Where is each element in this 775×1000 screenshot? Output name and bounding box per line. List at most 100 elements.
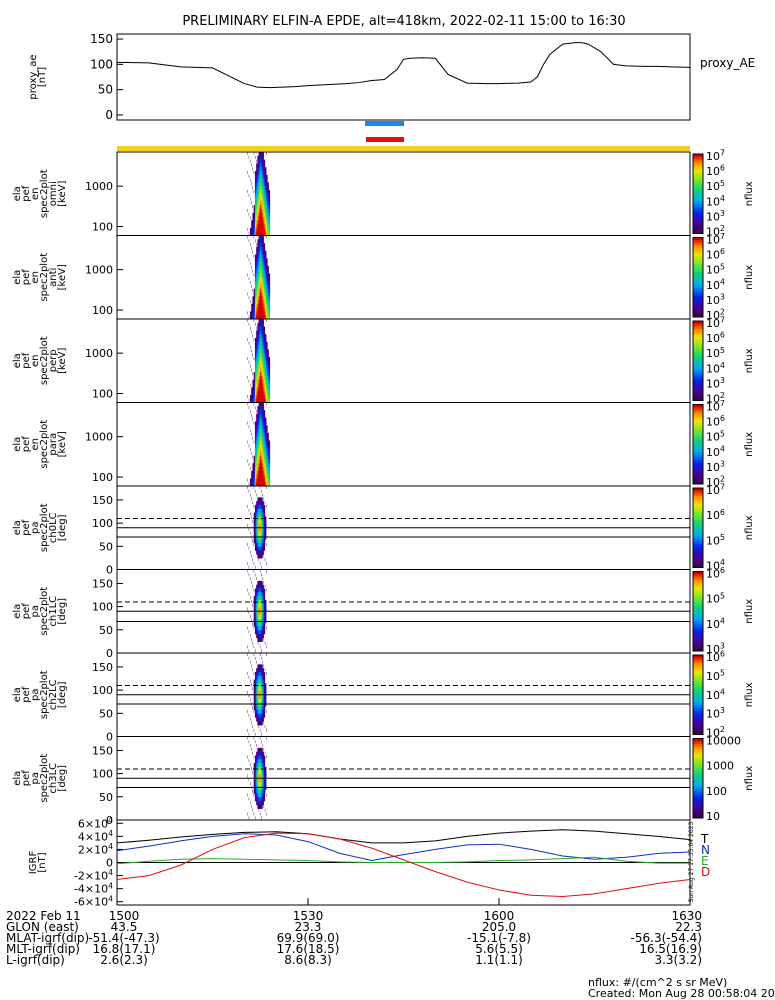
heatmap-cell [266,455,268,460]
heatmap-cell [259,421,262,426]
colorbar-segment [693,389,703,394]
heatmap-cell [257,751,259,756]
colorbar-segment [693,339,703,343]
heatmap-cell [257,550,259,555]
heatmap-cell [262,303,264,308]
heatmap-cell [264,216,267,221]
heatmap-cell [253,607,256,612]
heatmap-cell [254,379,257,384]
colorbar-frame [692,237,704,318]
heatmap-cell [259,349,262,354]
heatmap-cell [258,410,261,415]
heatmap-cell [261,186,263,191]
heatmap-cell [259,170,262,176]
heatmap-cell [258,770,261,775]
heatmap-cell [256,258,258,263]
heatmap-cell [252,307,255,312]
heatmap-cell [258,186,261,191]
colorbar-tick-label: 104 [706,616,725,630]
heatmap-cell [257,630,259,635]
heatmap-cell [267,303,269,308]
heatmap-cell [254,296,257,301]
colorbar-segment [693,660,703,664]
heatmap-cell [262,611,264,616]
heatmap-cell [266,341,268,346]
heatmap-cell [256,444,258,449]
heatmap-cell [261,224,263,229]
colorbar-segment [693,794,703,798]
heatmap-cell [262,501,264,506]
heatmap-cell [263,368,266,373]
heatmap-cell [249,311,252,316]
xaxis-glon-value: 23.3 [295,920,322,934]
heatmap-cell [264,774,267,779]
heatmap-cell [263,539,266,544]
heatmap-cell [258,205,261,210]
heatmap-cell [256,429,258,434]
heatmap-cell [259,265,262,270]
heatmap-cell [262,360,264,365]
heatmap-cell [259,698,262,703]
heatmap-cell [261,482,263,487]
colorbar-segment [693,697,703,701]
colorbar-segment [693,217,703,221]
colorbar-segment [693,271,703,276]
heatmap-cell [259,747,262,752]
colorbar-tick-label: 106 [706,331,725,345]
heatmap-cell [263,296,266,301]
y-tick-label: 1000 [85,264,113,277]
heatmap-cell [256,375,258,381]
heatmap-cell [257,368,259,373]
colorbar-segment [693,574,703,578]
heatmap-cell [259,258,262,263]
heatmap-cell [261,254,263,259]
heatmap-cell [258,360,261,365]
heatmap-cell [262,349,264,354]
y-tick-label: -2×104 [74,868,113,882]
heatmap-cell [261,201,263,206]
heatmap-cell [257,634,259,639]
heatmap-cell [267,205,269,210]
colorbar-segment [693,438,703,443]
heatmap-cell [267,394,269,400]
colorbar-segment [693,256,703,260]
heatmap-cell [254,436,257,441]
xaxis-l-value: 8.6(8.3) [284,953,332,967]
heatmap-cell [253,615,256,620]
colorbar-segment [693,562,703,566]
heatmap-cell [258,634,261,639]
heatmap-cell [264,687,267,692]
heatmap-cell [254,615,257,620]
heatmap-cell [254,170,257,176]
heatmap-cell [249,231,252,236]
heatmap-cell [256,186,258,191]
xaxis-mlt-value: 16.8(17.1) [93,942,156,956]
colorbar-segment [693,624,703,628]
heatmap-cell [263,273,266,278]
heatmap-cell [262,778,264,783]
colorbar-segment [693,514,703,518]
colorbar-segment [693,269,703,273]
heatmap-cell [261,387,263,392]
heatmap-cell [263,197,266,202]
heatmap-cell [259,683,262,688]
heatmap-cell [252,303,255,308]
heatmap-cell [259,542,262,548]
heatmap-cell [261,174,263,179]
heatmap-cell [266,448,268,453]
colorbar-segment [693,762,703,766]
heatmap-cell [259,417,262,422]
heatmap-cell [268,383,271,388]
heatmap-cell [261,478,263,483]
heatmap-cell [256,345,258,350]
y-tick-label: 150 [92,577,113,590]
heatmap-cell [266,197,268,202]
heatmap-cell [263,474,266,479]
colorbar-segment [693,802,703,806]
heatmap-cell [257,273,259,278]
heatmap-cell [254,337,257,343]
heatmap-cell [264,307,267,312]
heatmap-cell [261,193,263,198]
heatmap-cell [257,216,259,221]
y-tick-label: 100 [92,601,113,614]
